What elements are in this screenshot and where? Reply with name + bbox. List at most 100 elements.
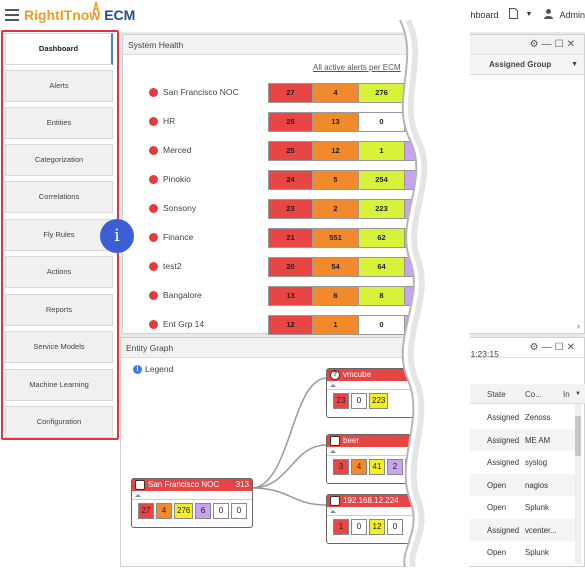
sidebar-item-actions[interactable]: Actions: [5, 256, 113, 288]
node-severity-cell[interactable]: 23: [333, 393, 349, 409]
node-severity-cell[interactable]: 12: [369, 519, 385, 535]
sidebar-item-machine-learning[interactable]: Machine Learning: [5, 369, 113, 401]
severity-cell[interactable]: 12: [312, 141, 359, 161]
entity-name[interactable]: Finance: [163, 232, 194, 242]
node-severity-cell[interactable]: 1: [333, 519, 349, 535]
column-in[interactable]: In: [563, 390, 570, 399]
user-name[interactable]: Admin: [559, 9, 585, 20]
node-severity-cell[interactable]: 0: [387, 519, 403, 535]
node-severity-cell[interactable]: 4: [351, 459, 367, 475]
maximize-icon[interactable]: ☐: [554, 39, 567, 50]
severity-cell[interactable]: 6: [312, 286, 359, 306]
sidebar-item-alerts[interactable]: Alerts: [5, 70, 113, 102]
graph-node-root[interactable]: San Francisco NOC 313 27 4 276 6 0 0: [131, 478, 253, 528]
system-health-row[interactable]: Ent Grp 14 12 1 0: [149, 315, 429, 335]
graph-node-beer[interactable]: beer 344120: [326, 434, 421, 484]
severity-cell[interactable]: 24: [268, 170, 313, 190]
table-row[interactable]: Assigned ME AM: [461, 428, 576, 451]
sidebar-item-configuration[interactable]: Configuration: [5, 406, 113, 438]
system-health-row[interactable]: Merced 25 12 1: [149, 141, 429, 161]
severity-cell[interactable]: 27: [268, 83, 313, 103]
info-badge-icon[interactable]: i: [100, 219, 134, 253]
chevron-down-icon[interactable]: ▼: [575, 391, 581, 397]
table-row[interactable]: Open Splunk: [461, 496, 576, 518]
node-severity-cell[interactable]: 41: [369, 459, 385, 475]
sidebar-item-categorization[interactable]: Categorization: [5, 144, 113, 176]
chevron-down-icon[interactable]: ▼: [571, 61, 578, 68]
severity-cell[interactable]: 2: [312, 199, 359, 219]
table-row[interactable]: Open Splunk: [461, 541, 576, 563]
system-health-row[interactable]: Finance 21 551 62: [149, 228, 429, 248]
system-health-row[interactable]: Sonsony 23 2 223: [149, 199, 429, 219]
severity-cell[interactable]: 25: [268, 112, 313, 132]
severity-cell[interactable]: 23: [268, 199, 313, 219]
table-row[interactable]: Assigned Zenoss: [461, 406, 576, 428]
node-collapse-bar[interactable]: [327, 507, 420, 516]
sidebar-item-correlations[interactable]: Correlations: [5, 181, 113, 213]
table-row[interactable]: Assigned syslog: [461, 451, 576, 473]
sidebar-item-service-models[interactable]: Service Models: [5, 331, 113, 363]
graph-node-ip[interactable]: 192.168.12.224 1 0 12 0: [326, 494, 421, 544]
scrollbar-thumb[interactable]: [575, 416, 581, 456]
node-collapse-bar[interactable]: [327, 381, 420, 390]
entity-name[interactable]: Pinokio: [163, 174, 191, 184]
minimize-icon[interactable]: —: [541, 342, 555, 353]
horizontal-scroll-right-icon[interactable]: ›: [577, 321, 580, 331]
severity-cell[interactable]: 276: [358, 83, 405, 103]
column-state[interactable]: State: [487, 390, 506, 399]
entity-name[interactable]: HR: [163, 116, 176, 126]
node-collapse-bar[interactable]: [327, 447, 420, 456]
close-icon[interactable]: ✕: [566, 39, 578, 50]
gear-icon[interactable]: ⚙: [529, 39, 542, 50]
sidebar-item-entities[interactable]: Entities: [5, 107, 113, 139]
entity-name[interactable]: test2: [163, 261, 182, 271]
severity-cell[interactable]: 1: [312, 315, 359, 335]
node-severity-cell[interactable]: 0: [231, 503, 247, 519]
hamburger-menu-icon[interactable]: [5, 9, 19, 21]
sidebar-item-dashboard[interactable]: Dashboard: [5, 33, 113, 65]
severity-cell[interactable]: 254: [358, 170, 405, 190]
node-severity-cell[interactable]: 0: [351, 519, 367, 535]
severity-cell[interactable]: 13: [268, 286, 313, 306]
system-health-row[interactable]: HR 25 13 0: [149, 112, 429, 132]
node-severity-cell[interactable]: 4: [156, 503, 172, 519]
graph-node-vmcube[interactable]: ? vmcube 23 0 223: [326, 368, 421, 418]
severity-cell[interactable]: 20: [268, 257, 313, 277]
node-severity-cell[interactable]: 0: [351, 393, 367, 409]
severity-cell[interactable]: 25: [268, 141, 313, 161]
node-collapse-bar[interactable]: [132, 491, 252, 500]
sidebar-item-fly-rules[interactable]: Fly Rules: [5, 219, 113, 251]
entity-name[interactable]: Merced: [163, 145, 192, 155]
node-severity-cell[interactable]: 2: [387, 459, 403, 475]
gear-icon[interactable]: ⚙: [529, 342, 542, 353]
node-severity-cell[interactable]: 0: [213, 503, 229, 519]
severity-cell[interactable]: 21: [268, 228, 313, 248]
system-health-row[interactable]: test2 20 54 64: [149, 257, 429, 277]
node-severity-cell[interactable]: 6: [195, 503, 211, 519]
document-icon[interactable]: [509, 8, 518, 21]
severity-cell[interactable]: 12: [268, 315, 313, 335]
dashboard-menu-label[interactable]: hboard: [470, 9, 499, 20]
system-health-row[interactable]: Pinokio 24 5 254: [149, 170, 429, 190]
severity-cell[interactable]: 13: [312, 112, 359, 132]
system-health-row[interactable]: San Francisco NOC 27 4 276: [149, 83, 429, 103]
system-health-row[interactable]: Bangalore 13 6 8: [149, 286, 429, 306]
entity-name[interactable]: Ent Grp 14: [163, 319, 205, 329]
minimize-icon[interactable]: —: [541, 39, 555, 50]
table-row[interactable]: Open nagios: [461, 473, 576, 496]
column-connector[interactable]: Co...: [525, 390, 542, 399]
severity-cell[interactable]: 54: [312, 257, 359, 277]
entity-name[interactable]: Bangalore: [163, 290, 202, 300]
legend[interactable]: i Legend: [133, 364, 173, 375]
node-severity-cell[interactable]: 276: [174, 503, 193, 519]
chevron-down-icon[interactable]: ▼: [525, 11, 533, 18]
node-severity-cell[interactable]: 27: [138, 503, 154, 519]
close-icon[interactable]: ✕: [566, 342, 578, 353]
table-row[interactable]: Assigned vcenter...: [461, 518, 576, 541]
vertical-scrollbar[interactable]: [575, 404, 581, 564]
sidebar-item-reports[interactable]: Reports: [5, 294, 113, 326]
assigned-group-column-header[interactable]: Assigned Group ▼: [461, 55, 584, 75]
node-severity-cell[interactable]: 3: [333, 459, 349, 475]
severity-cell[interactable]: 4: [312, 83, 359, 103]
node-severity-cell[interactable]: 223: [369, 393, 389, 409]
